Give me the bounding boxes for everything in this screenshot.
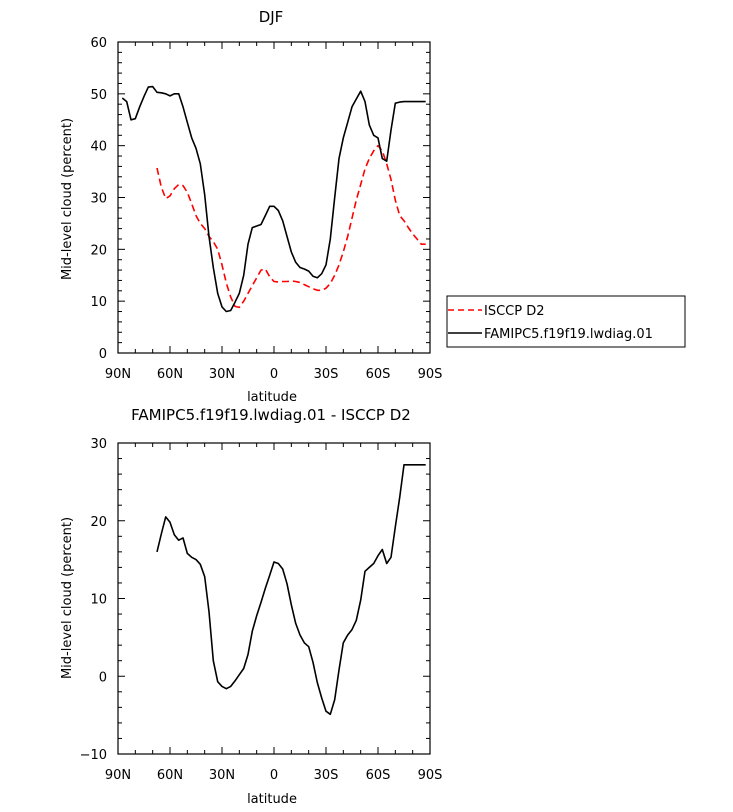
- top-panel-title: DJF: [259, 8, 284, 26]
- bottom-y-tick-label: 0: [99, 670, 107, 685]
- bottom-plot-frame: [117, 442, 431, 755]
- top-y-tick-label: 30: [90, 192, 107, 207]
- bottom-series-line-0: [156, 463, 426, 716]
- top-x-axis-label: latitude: [247, 390, 297, 405]
- legend-label-isccp: ISCCP D2: [484, 304, 545, 319]
- top-series-line-0: [156, 144, 426, 309]
- top-panel: DJF 0 10 20 30 40 50 60 90N 60N 30N 0 30S 60S 90S la…: [60, 8, 686, 405]
- legend: ISCCP D2 FAMIPC5.f19f19.lwdiag.01: [446, 295, 686, 348]
- top-series-line-1: [121, 85, 426, 313]
- bottom-series: [156, 463, 426, 716]
- legend-box: [446, 295, 686, 348]
- top-plot-frame: [117, 41, 431, 354]
- top-y-axis-label: Mid-level cloud (percent): [60, 118, 75, 280]
- top-y-ticks: 0 10 20 30 40 50 60: [90, 36, 430, 362]
- bottom-x-ticks: 90N 60N 30N 0 30S 60S 90S: [105, 443, 443, 783]
- bottom-x-axis-label: latitude: [247, 792, 297, 807]
- top-y-tick-label: 10: [90, 295, 107, 310]
- top-y-tick-label: 20: [90, 243, 107, 258]
- bottom-x-tick-label: 30N: [209, 768, 235, 783]
- top-y-tick-label: 50: [90, 88, 107, 103]
- bottom-y-axis-label: Mid-level cloud (percent): [60, 517, 75, 679]
- bottom-x-tick-label: 60S: [366, 768, 391, 783]
- top-x-ticks: 90N 60N 30N 0 30S 60S 90S: [105, 42, 443, 382]
- bottom-y-tick-label: 10: [90, 593, 107, 608]
- top-y-tick-label: 40: [90, 140, 107, 155]
- top-x-tick-label: 90S: [418, 367, 443, 382]
- bottom-panel: FAMIPC5.f19f19.lwdiag.01 - ISCCP D2 −10 0…: [60, 406, 442, 807]
- top-x-tick-label: 60S: [366, 367, 391, 382]
- bottom-x-tick-label: 90S: [418, 768, 443, 783]
- top-x-tick-label: 30S: [314, 367, 339, 382]
- top-x-tick-label: 60N: [157, 367, 183, 382]
- top-y-tick-label: 60: [90, 36, 107, 51]
- legend-label-famipc5: FAMIPC5.f19f19.lwdiag.01: [484, 327, 653, 342]
- top-x-tick-label: 30N: [209, 367, 235, 382]
- bottom-y-tick-label: 30: [90, 437, 107, 452]
- bottom-y-ticks: −10 0 10 20 30: [80, 437, 430, 763]
- bottom-y-tick-label: 20: [90, 515, 107, 530]
- bottom-y-tick-label: −10: [80, 748, 107, 763]
- bottom-x-tick-label: 0: [270, 768, 278, 783]
- top-series: [121, 85, 426, 313]
- bottom-panel-title: FAMIPC5.f19f19.lwdiag.01 - ISCCP D2: [131, 406, 411, 424]
- bottom-x-tick-label: 90N: [105, 768, 131, 783]
- bottom-x-tick-label: 60N: [157, 768, 183, 783]
- top-y-tick-label: 0: [99, 347, 107, 362]
- top-x-tick-label: 90N: [105, 367, 131, 382]
- top-x-tick-label: 0: [270, 367, 278, 382]
- bottom-x-tick-label: 30S: [314, 768, 339, 783]
